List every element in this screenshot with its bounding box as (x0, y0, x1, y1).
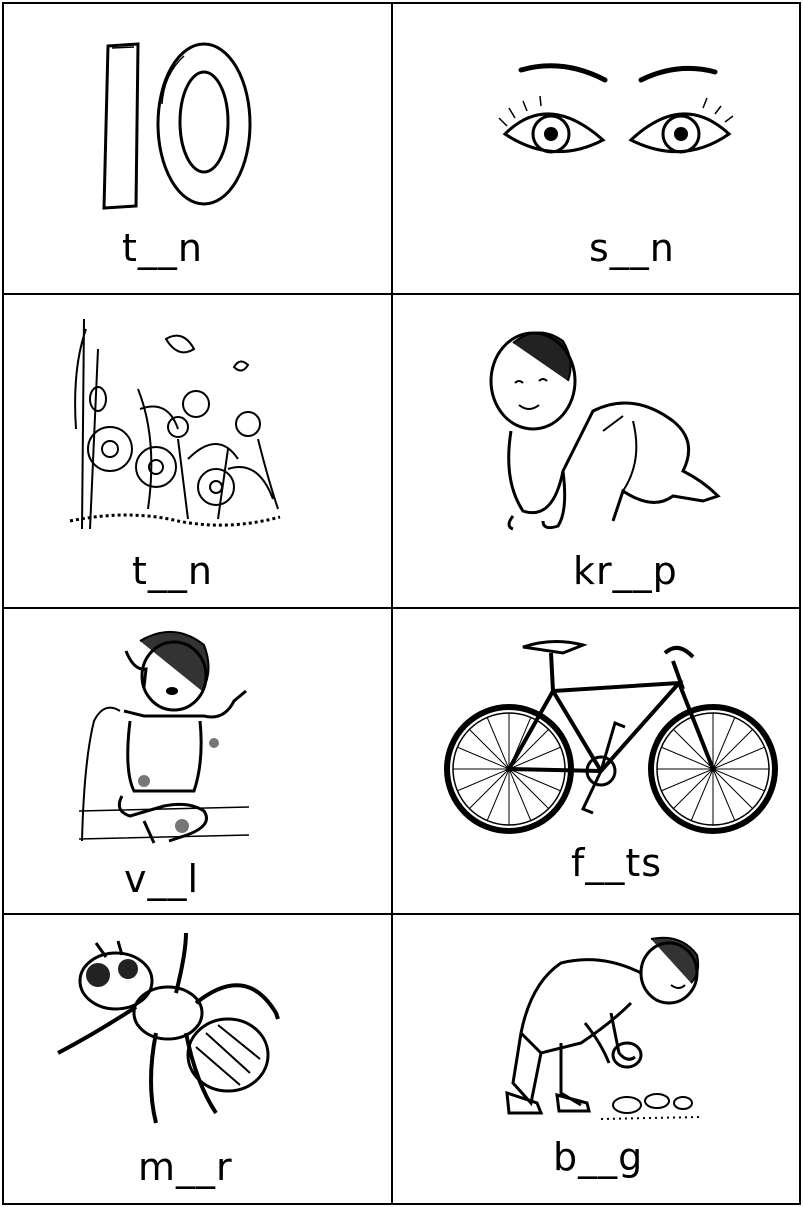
bicycle-icon (443, 631, 783, 836)
row-divider (4, 293, 799, 295)
boy-picking-up-stone-icon (501, 933, 711, 1133)
card-word: t__n (122, 226, 203, 270)
card-girl: v__l (4, 609, 391, 913)
card-word: m__r (138, 1145, 233, 1189)
card-word: kr__p (573, 549, 678, 593)
card-garden: t__n (4, 295, 391, 607)
row-divider (4, 607, 799, 609)
card-eyes: s__n (393, 4, 799, 293)
card-word: f__ts (571, 841, 663, 885)
card-baby: kr__p (393, 295, 799, 607)
card-ant: m__r (4, 915, 391, 1205)
card-boy: b__g (393, 915, 799, 1205)
garden-flowers-icon (68, 309, 288, 534)
row-divider (4, 913, 799, 915)
ant-icon (56, 933, 286, 1133)
card-word: s__n (589, 226, 675, 270)
eyes-icon (493, 56, 743, 171)
card-ten: t__n (4, 4, 391, 293)
card-word: b__g (553, 1135, 644, 1179)
number-ten-icon (94, 34, 254, 214)
card-bicycle: f__ts (393, 609, 799, 913)
crawling-baby-icon (483, 321, 733, 541)
card-word: v__l (124, 857, 200, 901)
card-word: t__n (132, 549, 213, 593)
girl-on-phone-icon (74, 621, 264, 846)
column-divider (391, 4, 393, 1203)
